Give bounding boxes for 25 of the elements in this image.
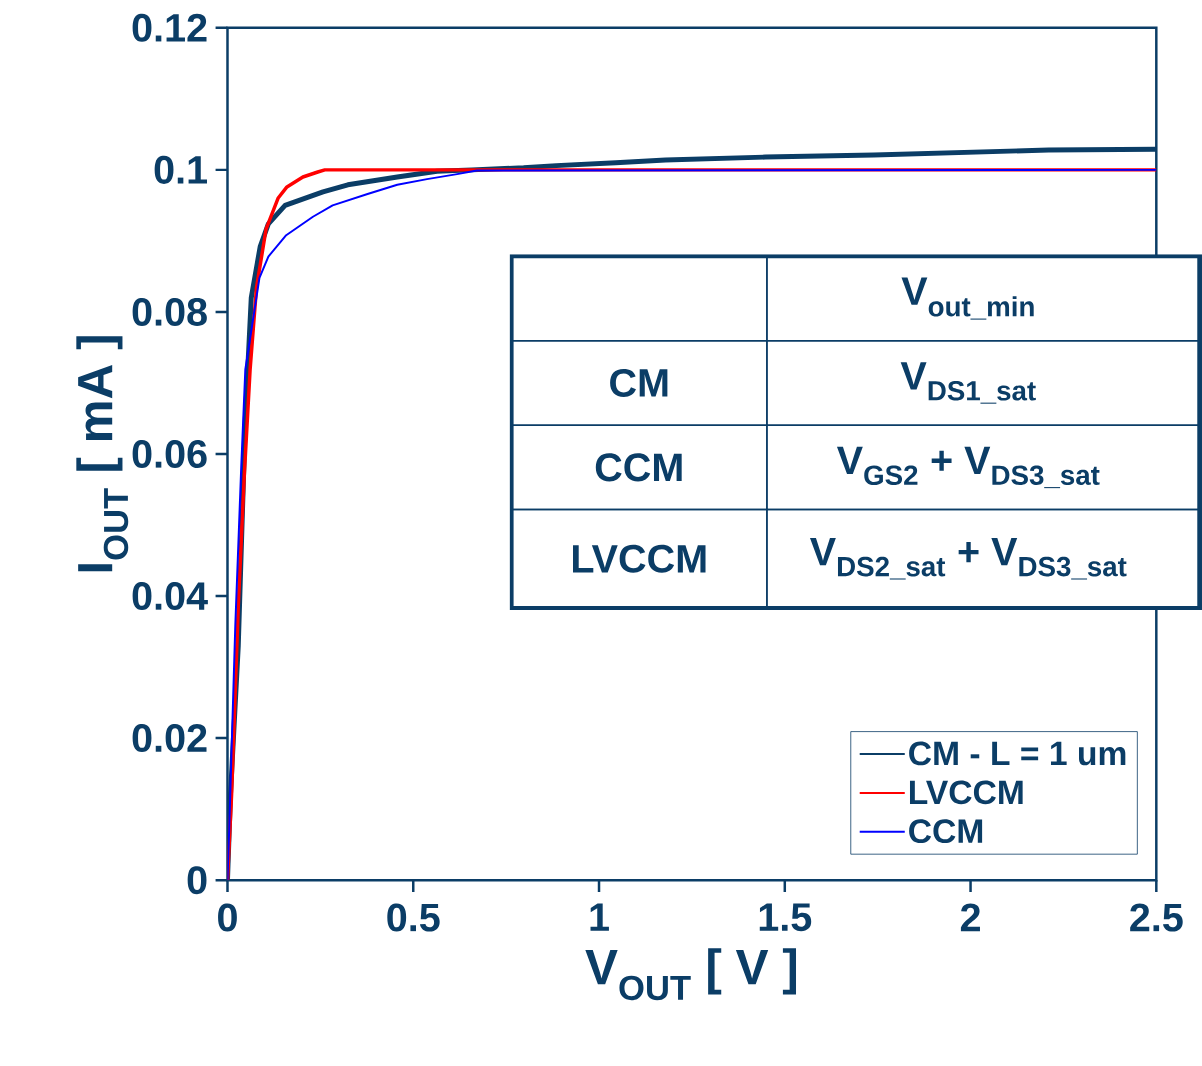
x-tick-label: 2 xyxy=(960,903,980,932)
y-tick-label: 0.06 xyxy=(132,440,207,469)
x-axis-title: V$_{OUT}$ [ V ] xyxy=(585,948,797,1001)
legend-label: LVCCM xyxy=(909,780,1023,805)
annotation: V$_{GS2}$ + V$_{DS3_sat}$ xyxy=(836,446,1100,489)
y-tick-label: 0.1 xyxy=(154,155,207,184)
annotation: CM xyxy=(610,368,668,398)
y-tick-label: 0.02 xyxy=(132,724,207,753)
y-tick-label: 0.04 xyxy=(132,582,208,611)
annotation: V$_{DS1_sat}$ xyxy=(900,362,1036,404)
annotation: CCM xyxy=(595,453,682,482)
y-tick-label: 0.08 xyxy=(132,297,207,326)
legend-label: CCM xyxy=(909,819,983,844)
annotation: V$_{DS2_sat}$ + V$_{DS3_sat}$ xyxy=(810,538,1127,580)
x-tick-label: 0.5 xyxy=(387,903,440,932)
y-axis-title: I$_{OUT}$ [ mA ] xyxy=(76,336,129,572)
x-tick-label: 1 xyxy=(590,903,609,931)
annotation: LVCCM xyxy=(573,544,706,573)
annotation: V$_{out_min}$ xyxy=(901,277,1034,320)
x-tick-label: 1.5 xyxy=(759,903,812,932)
x-tick-label: 2.5 xyxy=(1130,903,1183,932)
x-tick-label: 0 xyxy=(218,903,237,932)
legend-label: CM - L = 1 um xyxy=(909,741,1126,766)
y-tick-label: 0 xyxy=(187,866,207,895)
y-tick-label: 0.12 xyxy=(132,13,207,42)
